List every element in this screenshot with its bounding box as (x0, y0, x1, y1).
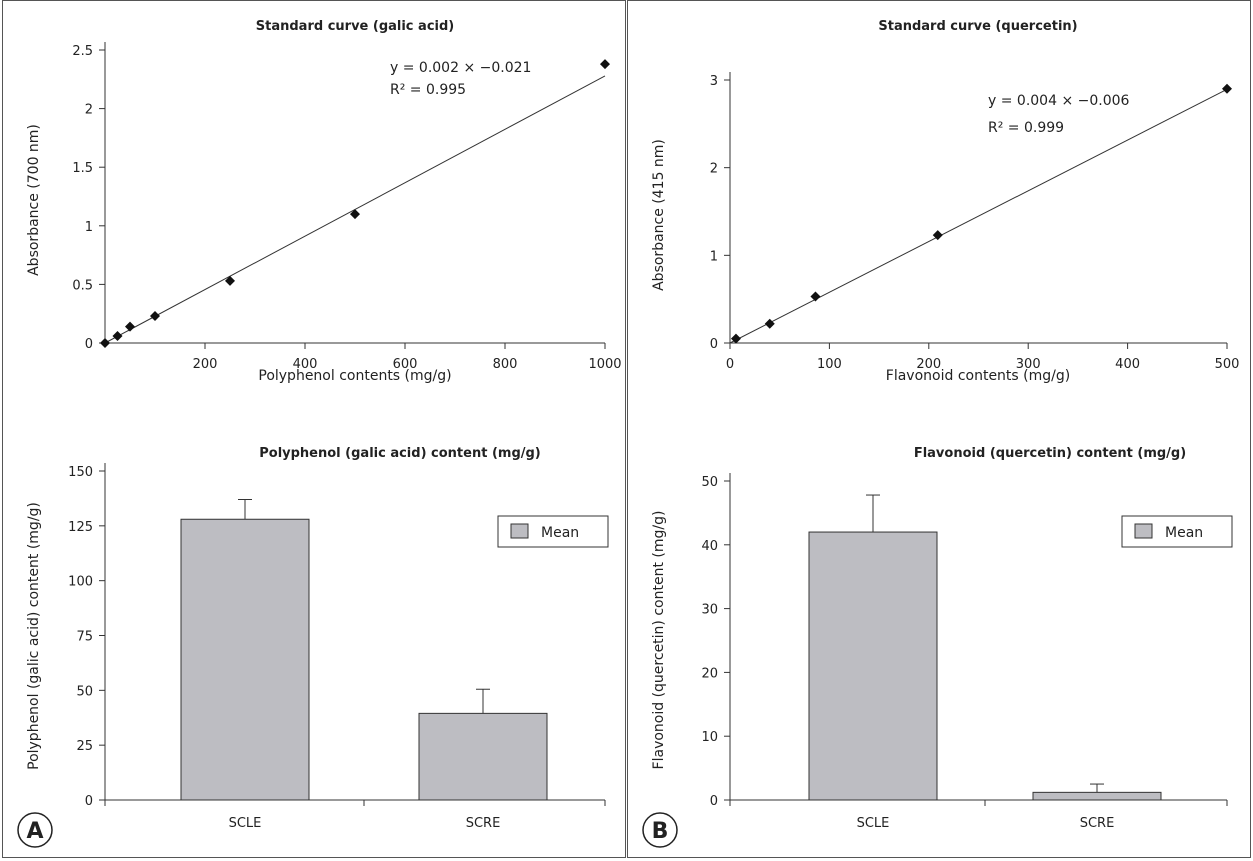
bar (418, 712, 548, 801)
data-point (350, 209, 360, 220)
legend-swatch (510, 523, 529, 539)
data-point (125, 321, 135, 332)
data-point (225, 275, 235, 286)
x-tick-label: 1000 (588, 357, 621, 372)
bar (808, 531, 938, 801)
x-axis-label: Flavonoid contents (mg/g) (886, 368, 1070, 384)
y-axis-label: Polyphenol (galic acid) content (mg/g) (26, 502, 42, 770)
y-tick-label: 0 (710, 794, 718, 809)
x-axis-label: Polyphenol contents (mg/g) (258, 368, 451, 384)
data-point (730, 333, 741, 344)
y-tick-label: 2 (85, 103, 93, 118)
y-tick-label: 3 (710, 74, 718, 89)
x-tick-label: 500 (1215, 357, 1240, 372)
x-tick-label: 0 (726, 357, 734, 372)
panel-a-frame (2, 0, 626, 858)
x-tick-label: 400 (293, 357, 318, 372)
r-squared-annotation: R² = 0.995 (390, 82, 466, 98)
category-label: SCRE (1080, 816, 1115, 831)
chart-3: Polyphenol (galic acid) content (mg/g) Po… (26, 446, 609, 831)
data-point (600, 59, 610, 70)
legend-box (1121, 515, 1233, 548)
legend-swatch (1134, 523, 1153, 539)
y-tick-label: 20 (701, 666, 718, 681)
chart-title: Polyphenol (galic acid) content (mg/g) (259, 446, 541, 461)
x-tick-label: 400 (1115, 357, 1140, 372)
data-point (112, 330, 123, 341)
equation-annotation: y = 0.004 × −0.006 (988, 93, 1130, 109)
chart-title: Standard curve (quercetin) (878, 19, 1077, 34)
chart-title: Flavonoid (quercetin) content (mg/g) (914, 446, 1186, 461)
bar (1032, 791, 1162, 801)
category-label: SCLE (857, 816, 890, 831)
data-point (1222, 83, 1232, 94)
y-tick-label: 0 (710, 337, 718, 352)
data-point (810, 291, 821, 302)
y-tick-label: 1.5 (72, 161, 93, 176)
y-tick-label: 50 (701, 475, 718, 490)
legend-label: Mean (1165, 525, 1203, 541)
equation-annotation: y = 0.002 × −0.021 (390, 60, 531, 76)
panel-a-badge (17, 812, 53, 848)
y-tick-label: 1 (85, 220, 93, 235)
bar (180, 518, 310, 801)
y-tick-label: 2.5 (72, 44, 93, 59)
y-tick-label: 0 (85, 794, 93, 809)
y-tick-label: 50 (76, 684, 93, 699)
x-tick-label: 600 (393, 357, 418, 372)
y-tick-label: 100 (68, 575, 93, 590)
y-axis-label: Absorbance (700 nm) (26, 124, 42, 276)
chart-1: Standard curve (galic acid) Absorbance (7… (26, 19, 622, 384)
category-label: SCLE (229, 816, 262, 831)
y-tick-label: 40 (701, 539, 718, 554)
category-label: SCRE (466, 816, 501, 831)
y-tick-label: 10 (701, 730, 718, 745)
data-point (764, 318, 775, 329)
y-axis-label: Flavonoid (quercetin) content (mg/g) (651, 511, 667, 770)
y-tick-label: 150 (68, 465, 93, 480)
chart-title: Standard curve (galic acid) (256, 19, 454, 34)
legend-label: Mean (541, 525, 579, 541)
data-point (932, 230, 943, 241)
panel-b-frame (627, 0, 1251, 858)
x-tick-label: 300 (1016, 357, 1041, 372)
chart-2: Standard curve (quercetin) Absorbance (41… (651, 19, 1239, 384)
y-tick-label: 30 (701, 603, 718, 618)
panel-a-label: A (26, 819, 43, 844)
y-tick-label: 125 (68, 520, 93, 535)
data-point (150, 311, 160, 322)
y-tick-label: 2 (710, 162, 718, 177)
x-tick-label: 100 (817, 357, 842, 372)
panel-b-label: B (652, 819, 669, 844)
r-squared-annotation: R² = 0.999 (988, 120, 1064, 136)
y-tick-label: 0.5 (72, 278, 93, 293)
y-tick-label: 1 (710, 249, 718, 264)
x-tick-label: 200 (916, 357, 941, 372)
y-tick-label: 25 (76, 739, 93, 754)
y-tick-label: 0 (85, 337, 93, 352)
y-tick-label: 75 (76, 630, 93, 645)
trendline (729, 88, 1228, 344)
panel-b-badge (642, 812, 678, 848)
x-tick-label: 200 (193, 357, 218, 372)
chart-4: Flavonoid (quercetin) content (mg/g) Flav… (651, 446, 1233, 831)
y-axis-label: Absorbance (415 nm) (651, 139, 667, 291)
x-tick-label: 800 (493, 357, 518, 372)
data-point (100, 338, 110, 348)
